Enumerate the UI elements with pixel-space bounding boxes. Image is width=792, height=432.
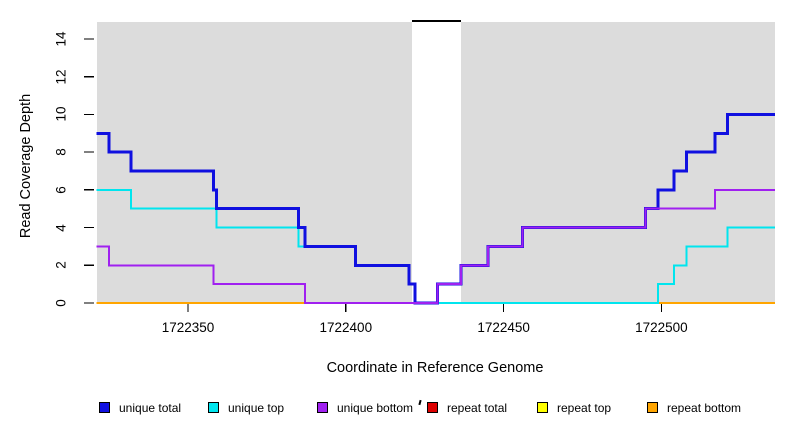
legend-swatch-unique-bottom <box>317 402 328 413</box>
series-unique-top <box>96 188 775 304</box>
y-tick-label: 8 <box>53 148 69 156</box>
x-tick-label: 1722350 <box>161 320 215 335</box>
legend-swatch-repeat-top <box>537 402 548 413</box>
x-tick-label: 1722500 <box>635 320 688 335</box>
y-tick-label: 14 <box>53 31 69 47</box>
legend-label: repeat top <box>557 401 612 415</box>
y-tick-label: 12 <box>53 69 69 85</box>
legend-swatch-repeat-bottom <box>647 402 658 413</box>
x-tick-label: 1722450 <box>477 320 530 335</box>
x-axis-title: Coordinate in Reference Genome <box>326 360 544 376</box>
y-tick-label: 0 <box>53 299 69 307</box>
legend-label: unique top <box>228 401 285 415</box>
series-unique-bottom <box>96 188 775 304</box>
legend-swatch-unique-total <box>99 402 110 413</box>
y-tick-label: 4 <box>53 223 69 232</box>
y-tick-label: 10 <box>53 106 69 122</box>
y-tick-label: 2 <box>53 261 69 270</box>
legend-label: repeat bottom <box>667 401 742 415</box>
x-tick-label: 1722400 <box>319 320 373 335</box>
legend-swatch-repeat-total <box>427 402 438 413</box>
y-axis-title: Read Coverage Depth <box>18 93 34 239</box>
y-tick-label: 6 <box>53 186 69 194</box>
legend-label: unique bottom <box>337 401 414 415</box>
legend-swatch-unique-top <box>208 402 219 413</box>
legend-label: repeat total <box>447 401 508 415</box>
legend-label: unique total <box>119 401 182 415</box>
no-data-gap-band <box>412 20 461 303</box>
